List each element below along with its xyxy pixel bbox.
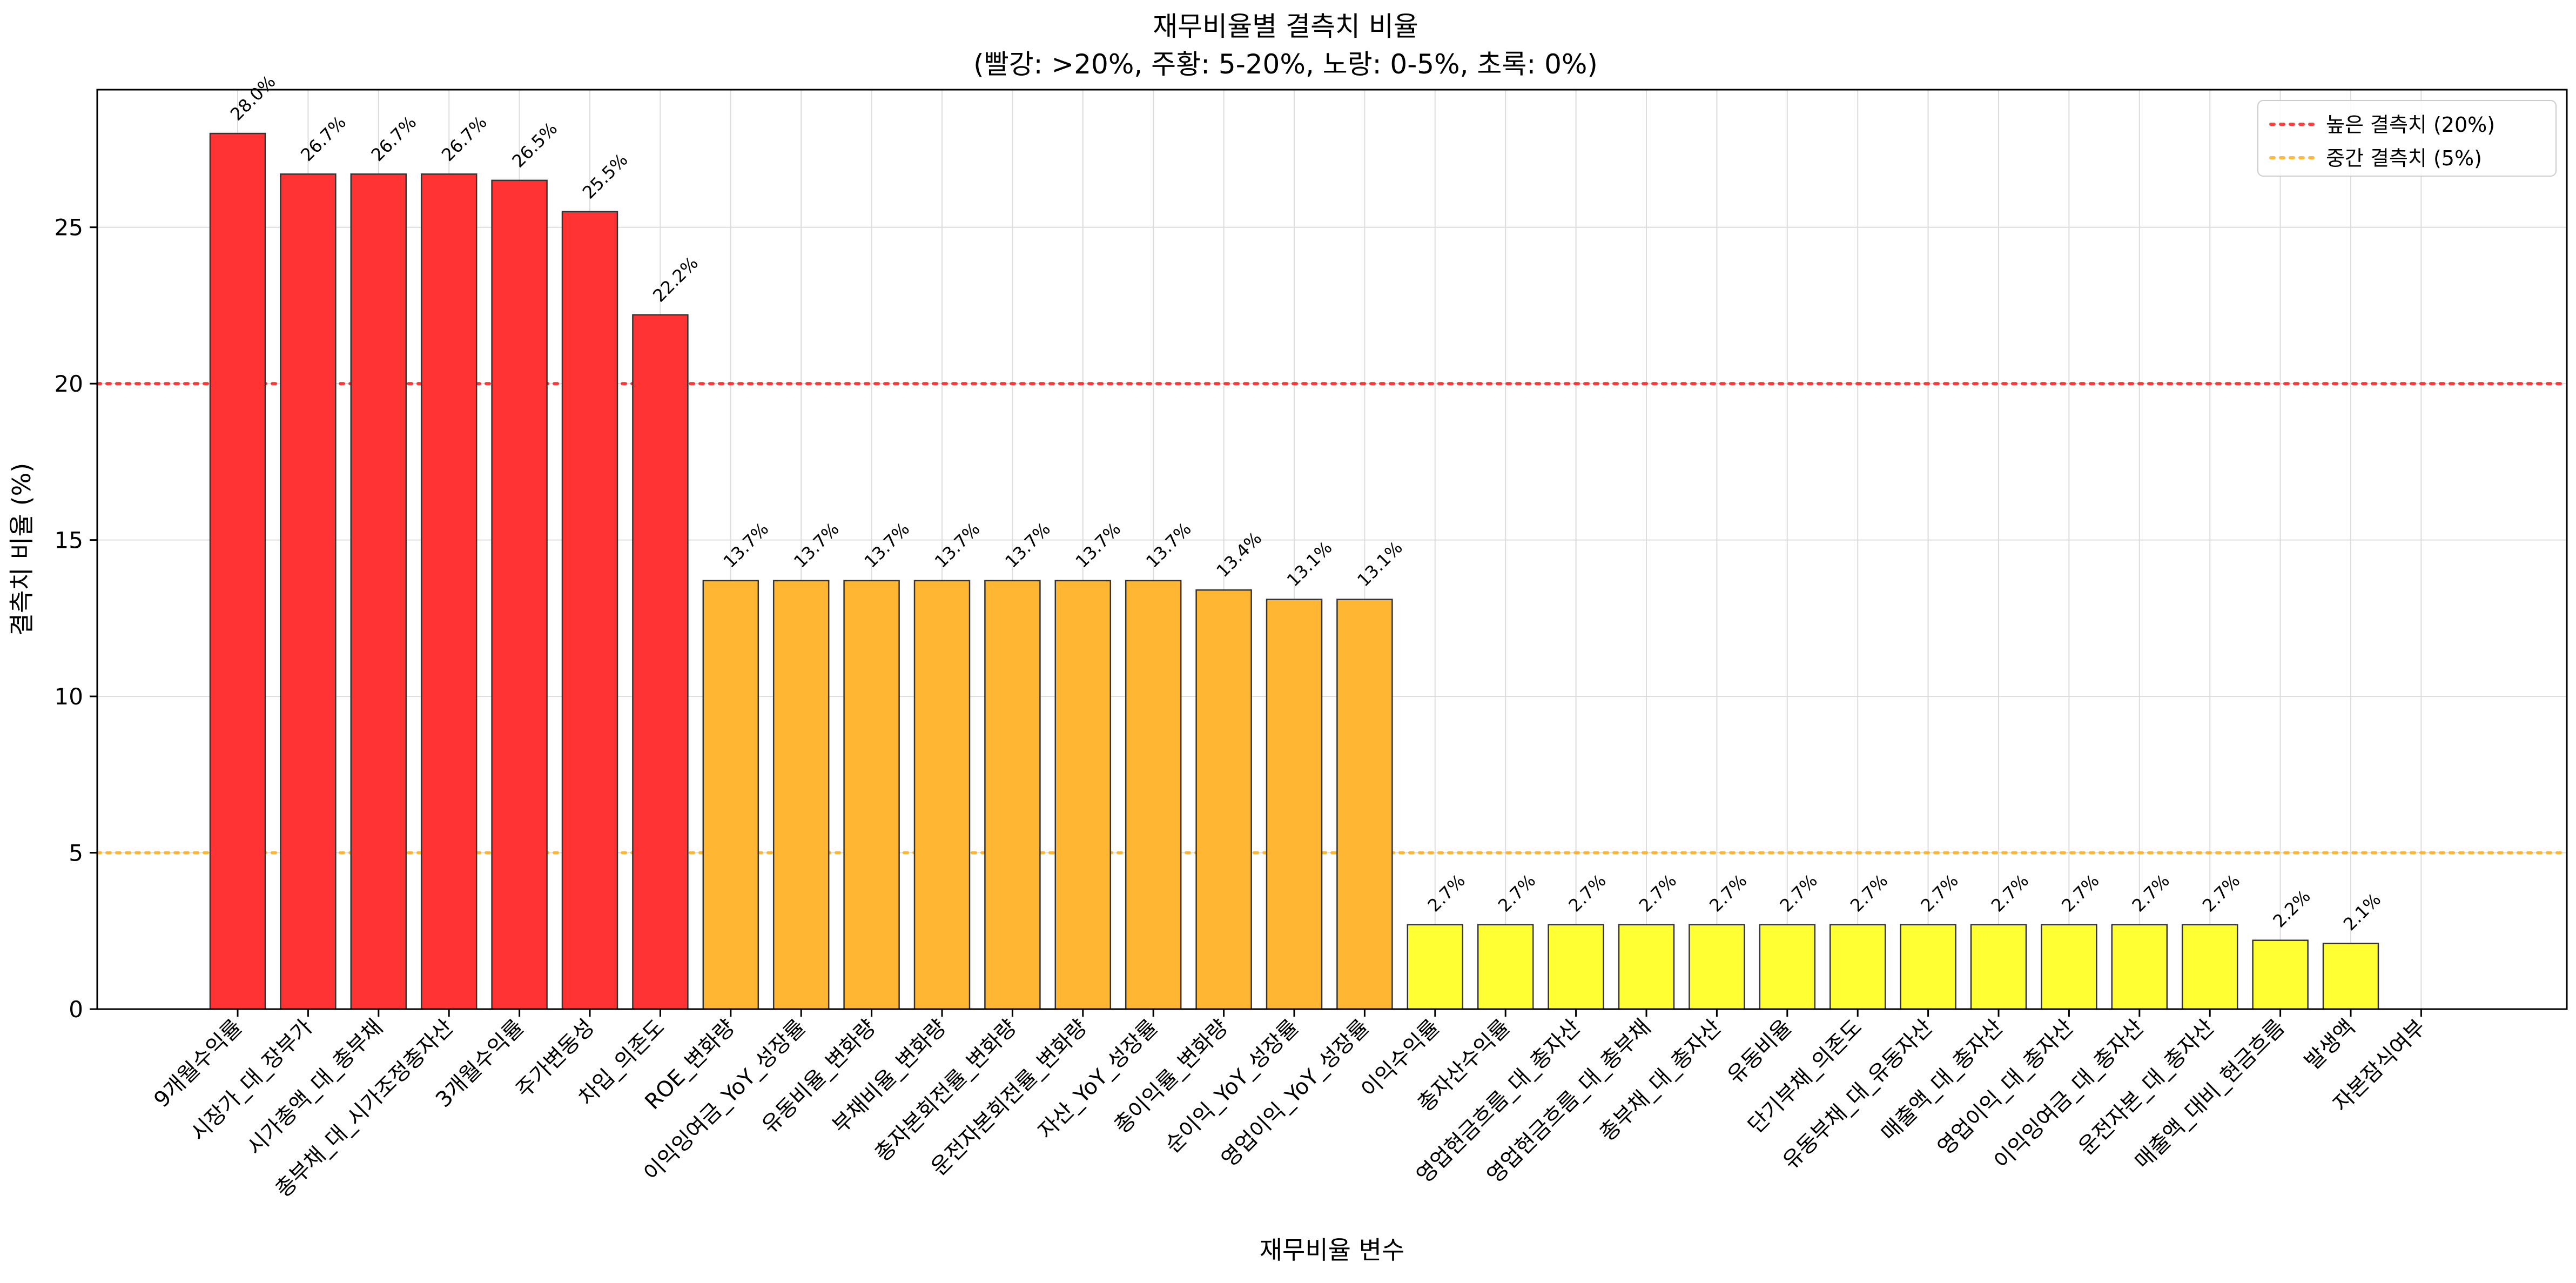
chart-title: 재무비율별 결측치 비율 <box>1153 11 1418 42</box>
bar <box>1054 580 1112 1010</box>
bar <box>280 173 337 1010</box>
chart-subtitle: (빨강: >20%, 주황: 5-20%, 노랑: 0-5%, 초록: 0%) <box>973 49 1598 80</box>
legend-box <box>2257 100 2557 177</box>
bar <box>561 211 618 1010</box>
bar <box>1195 589 1252 1010</box>
bar <box>209 132 266 1010</box>
bar <box>772 580 830 1010</box>
y-tick-label: 25 <box>55 214 83 241</box>
plot-frame <box>96 89 2568 1010</box>
legend-label: 높은 결측치 (20%) <box>2326 113 2495 137</box>
legend: 높은 결측치 (20%) 중간 결측치 (5%) <box>2257 100 2557 177</box>
bar <box>702 580 759 1010</box>
bar <box>420 173 477 1010</box>
bar <box>2111 924 2168 1010</box>
legend-label: 중간 결측치 (5%) <box>2326 146 2482 170</box>
bar <box>1125 580 1182 1010</box>
y-axis-label: 결측치 비율 (%) <box>7 463 36 636</box>
bars <box>209 132 2379 1010</box>
bar <box>491 179 548 1010</box>
bar <box>632 314 689 1010</box>
bar <box>913 580 971 1010</box>
bar <box>1970 924 2027 1010</box>
y-tick-label: 10 <box>55 683 83 710</box>
bar <box>1618 924 1675 1010</box>
bar <box>2181 924 2238 1010</box>
bar <box>1407 924 1464 1010</box>
y-tick-label: 15 <box>55 527 83 554</box>
x-axis-label: 재무비율 변수 <box>1260 1235 1405 1265</box>
bar <box>984 580 1041 1010</box>
y-tick-label: 0 <box>69 996 83 1023</box>
bar <box>1548 924 1604 1010</box>
bar <box>1829 924 1886 1010</box>
bar <box>1336 599 1393 1010</box>
bar <box>2252 939 2309 1010</box>
bar <box>1689 924 1745 1010</box>
y-axis: 0 5 10 15 20 25 <box>55 214 97 1023</box>
bar <box>2041 924 2097 1010</box>
bar <box>1266 599 1323 1010</box>
bar <box>350 173 407 1010</box>
y-tick-label: 20 <box>55 371 83 397</box>
y-tick-label: 5 <box>69 840 83 866</box>
bar <box>1477 924 1534 1010</box>
bar <box>1900 924 1956 1010</box>
bar <box>843 580 900 1010</box>
bar <box>1759 924 1816 1010</box>
bar <box>2322 943 2379 1010</box>
